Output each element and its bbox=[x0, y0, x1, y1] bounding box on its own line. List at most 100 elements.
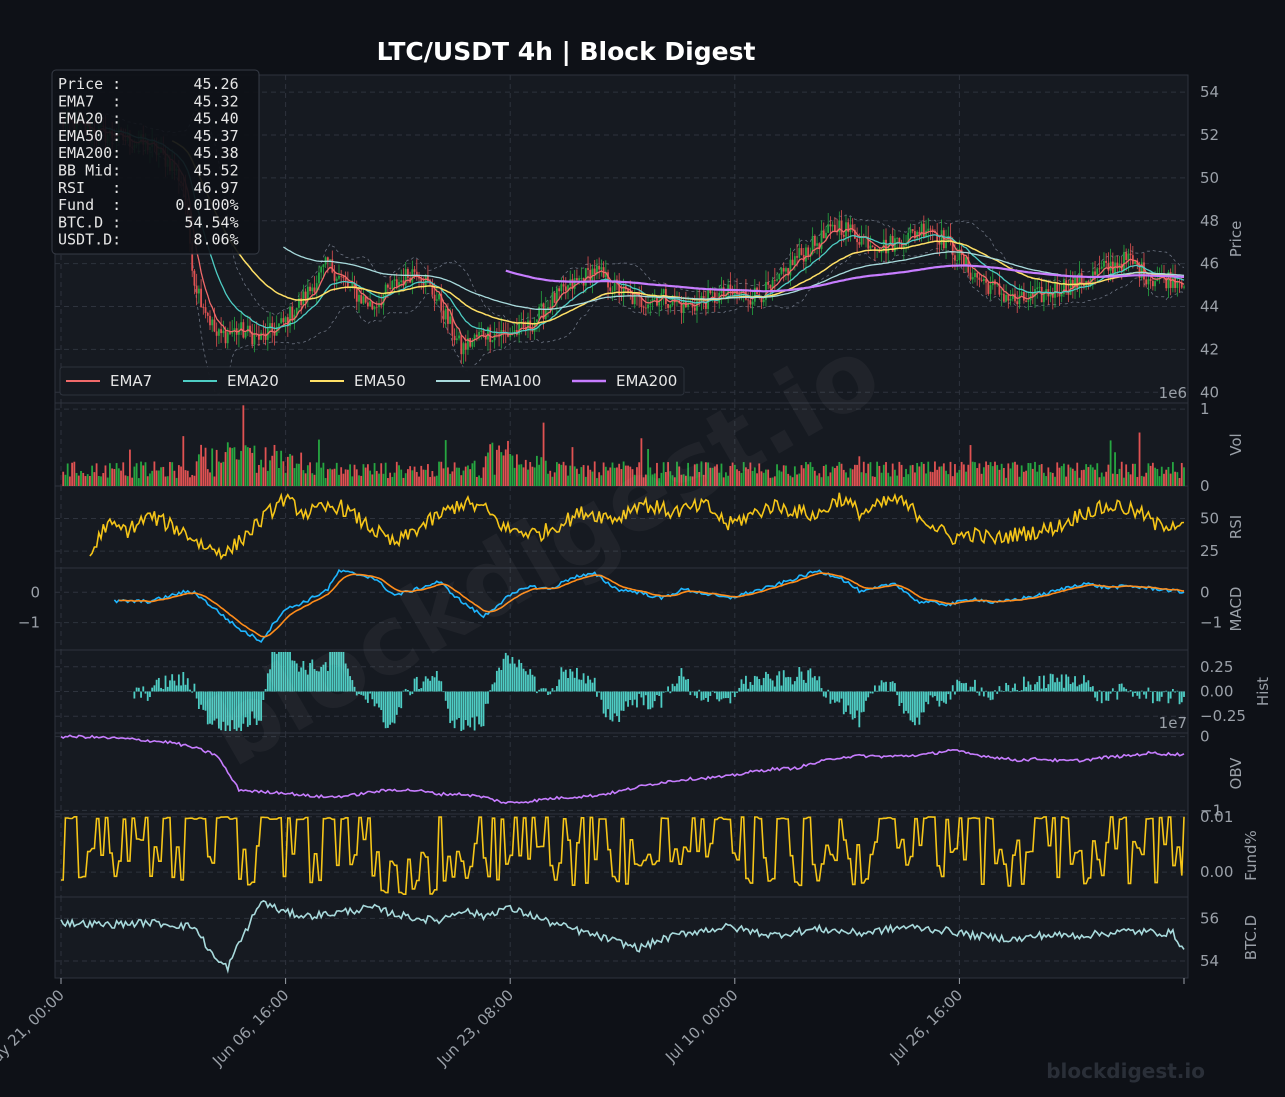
y-axis-label-price: Price bbox=[1227, 221, 1245, 258]
candle-body bbox=[713, 292, 716, 303]
volume-bar bbox=[698, 472, 701, 486]
candle-body bbox=[696, 300, 698, 311]
volume-bar bbox=[578, 473, 581, 486]
y-tick-label-hist: −0.25 bbox=[1200, 707, 1246, 725]
volume-bar bbox=[433, 476, 436, 486]
hist-bar bbox=[1100, 691, 1103, 704]
hist-bar bbox=[1103, 690, 1105, 692]
volume-bar bbox=[833, 468, 836, 486]
hist-bar bbox=[738, 687, 741, 692]
volume-bar bbox=[329, 468, 331, 486]
hist-bar bbox=[386, 691, 389, 728]
btcd-line bbox=[60, 900, 1185, 974]
candle-body bbox=[729, 284, 732, 291]
volume-bar bbox=[311, 473, 314, 486]
hist-bar bbox=[215, 691, 218, 719]
candle-body bbox=[529, 320, 532, 330]
hist-bar bbox=[1067, 676, 1070, 692]
volume-bar bbox=[869, 462, 872, 486]
volume-bar bbox=[1007, 463, 1010, 486]
hist-bar bbox=[255, 691, 258, 726]
candle-body bbox=[204, 307, 207, 313]
hist-bar bbox=[500, 669, 503, 692]
volume-bar bbox=[427, 464, 429, 486]
y-tick-label-price: 54 bbox=[1200, 83, 1219, 101]
volume-bar bbox=[807, 464, 810, 486]
volume-bar bbox=[404, 473, 407, 486]
candle-body bbox=[415, 271, 418, 276]
volume-bar bbox=[1014, 461, 1016, 486]
hist-bar bbox=[333, 651, 336, 692]
candle-body bbox=[976, 273, 979, 278]
volume-bar bbox=[93, 472, 96, 486]
hist-bar bbox=[809, 668, 812, 692]
volume-bar bbox=[1154, 467, 1156, 486]
hist-bar bbox=[780, 685, 783, 692]
hist-bar bbox=[186, 678, 189, 692]
candle-body bbox=[384, 284, 387, 295]
y-tick-label-hist: 0.00 bbox=[1200, 683, 1233, 701]
candle-body bbox=[295, 307, 298, 315]
candle-body bbox=[209, 315, 211, 326]
volume-bar bbox=[991, 466, 994, 486]
volume-bar bbox=[553, 472, 556, 486]
hist-bar bbox=[1156, 691, 1159, 702]
volume-bar bbox=[722, 477, 725, 486]
candle-body bbox=[246, 325, 249, 333]
volume-bar bbox=[1058, 467, 1061, 486]
candle-body bbox=[253, 333, 256, 345]
volume-bar bbox=[1076, 462, 1079, 486]
volume-bar bbox=[502, 455, 505, 486]
volume-bar bbox=[1158, 476, 1161, 486]
volume-bar bbox=[998, 469, 1001, 486]
signal-line bbox=[118, 572, 1185, 638]
candle-body bbox=[822, 230, 825, 239]
hist-bar bbox=[462, 691, 465, 730]
volume-bar bbox=[860, 472, 863, 486]
candle-body bbox=[220, 329, 223, 334]
volume-bar bbox=[424, 469, 427, 486]
volume-bar bbox=[266, 470, 269, 486]
volume-bar bbox=[902, 476, 905, 486]
volume-bar bbox=[1160, 466, 1163, 486]
volume-bar bbox=[409, 466, 412, 486]
hist-bar bbox=[318, 671, 320, 692]
volume-bar bbox=[727, 475, 730, 486]
candle-body bbox=[453, 335, 456, 341]
candle-body bbox=[1138, 265, 1141, 278]
candle-body bbox=[471, 340, 474, 347]
hist-bar bbox=[1080, 683, 1083, 692]
hist-bar bbox=[580, 679, 583, 692]
candle-body bbox=[951, 240, 954, 256]
candle-body bbox=[1031, 292, 1034, 297]
candle-body bbox=[211, 319, 214, 326]
hist-bar bbox=[838, 691, 841, 703]
volume-bar bbox=[137, 478, 140, 486]
volume-bar bbox=[1176, 472, 1179, 486]
info-line: EMA7 : 45.32 bbox=[58, 92, 239, 110]
candle-body bbox=[389, 287, 392, 290]
hist-bar bbox=[177, 674, 180, 692]
hist-bar bbox=[195, 691, 198, 699]
info-line: EMA50 : 45.37 bbox=[58, 127, 239, 145]
hist-bar bbox=[691, 691, 694, 693]
hist-bar bbox=[238, 691, 240, 728]
candle-body bbox=[825, 232, 827, 239]
hist-bar bbox=[164, 675, 167, 692]
hist-bar bbox=[1025, 686, 1028, 692]
legend-box bbox=[59, 366, 685, 396]
candle-body bbox=[1125, 252, 1128, 261]
candle-body bbox=[900, 242, 903, 250]
candle-body bbox=[469, 338, 472, 347]
candle-body bbox=[669, 304, 672, 308]
candle-body bbox=[909, 229, 912, 233]
volume-bar bbox=[1029, 463, 1032, 486]
volume-bar bbox=[275, 450, 278, 486]
hist-bar bbox=[718, 691, 721, 702]
hist-bar bbox=[1038, 675, 1041, 692]
panel-rsi bbox=[54, 485, 1189, 569]
hist-bar bbox=[542, 688, 545, 692]
y-tick-label-macd: −1 bbox=[18, 614, 40, 632]
volume-bar bbox=[391, 476, 394, 486]
hist-bar bbox=[878, 685, 881, 692]
